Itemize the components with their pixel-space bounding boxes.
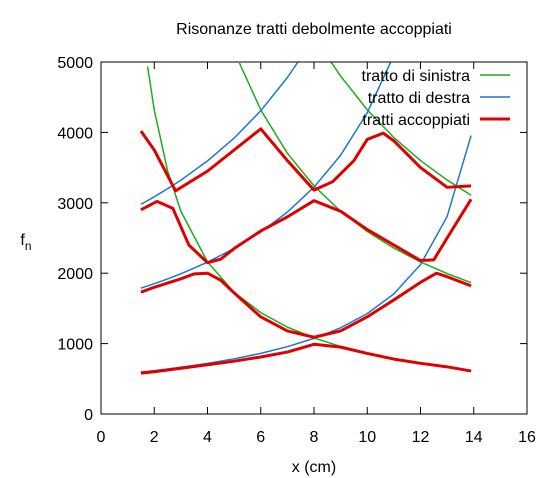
chart-title: Risonanze tratti debolmente accoppiati [176,21,452,38]
series-line [140,271,472,339]
x-tick-label: 14 [465,429,483,446]
x-tick-label: 8 [310,429,319,446]
plot-border [100,61,528,415]
plot-lines [139,62,473,375]
series-line [140,198,473,265]
x-axis-label: x (cm) [292,459,336,476]
y-tick-label: 2000 [57,266,93,283]
x-tick-label: 10 [358,429,376,446]
series-line [139,127,472,193]
y-tick-label: 1000 [57,337,93,354]
legend-label: tratti accoppiati [362,112,470,129]
legend-label: tratto di destra [368,90,470,107]
x-tick-label: 0 [97,429,106,446]
x-tick-label: 4 [203,429,212,446]
y-tick-label: 4000 [57,125,93,142]
y-tick-label: 0 [84,407,93,424]
y-axis-label-subscript: n [25,239,32,253]
y-axis-label: fn [20,232,31,253]
legend-label: tratto di sinistra [362,68,471,85]
x-tick-label: 6 [256,429,265,446]
series-line [140,62,392,289]
x-tick-label: 12 [412,429,430,446]
series-line [140,342,472,375]
series-line [330,62,472,196]
x-tick-label: 2 [150,429,159,446]
y-axis-label-base: f [20,232,25,249]
series-line [140,62,299,205]
x-tick-label: 16 [518,429,536,446]
y-tick-label: 3000 [57,196,93,213]
y-tick-label: 5000 [57,55,93,72]
